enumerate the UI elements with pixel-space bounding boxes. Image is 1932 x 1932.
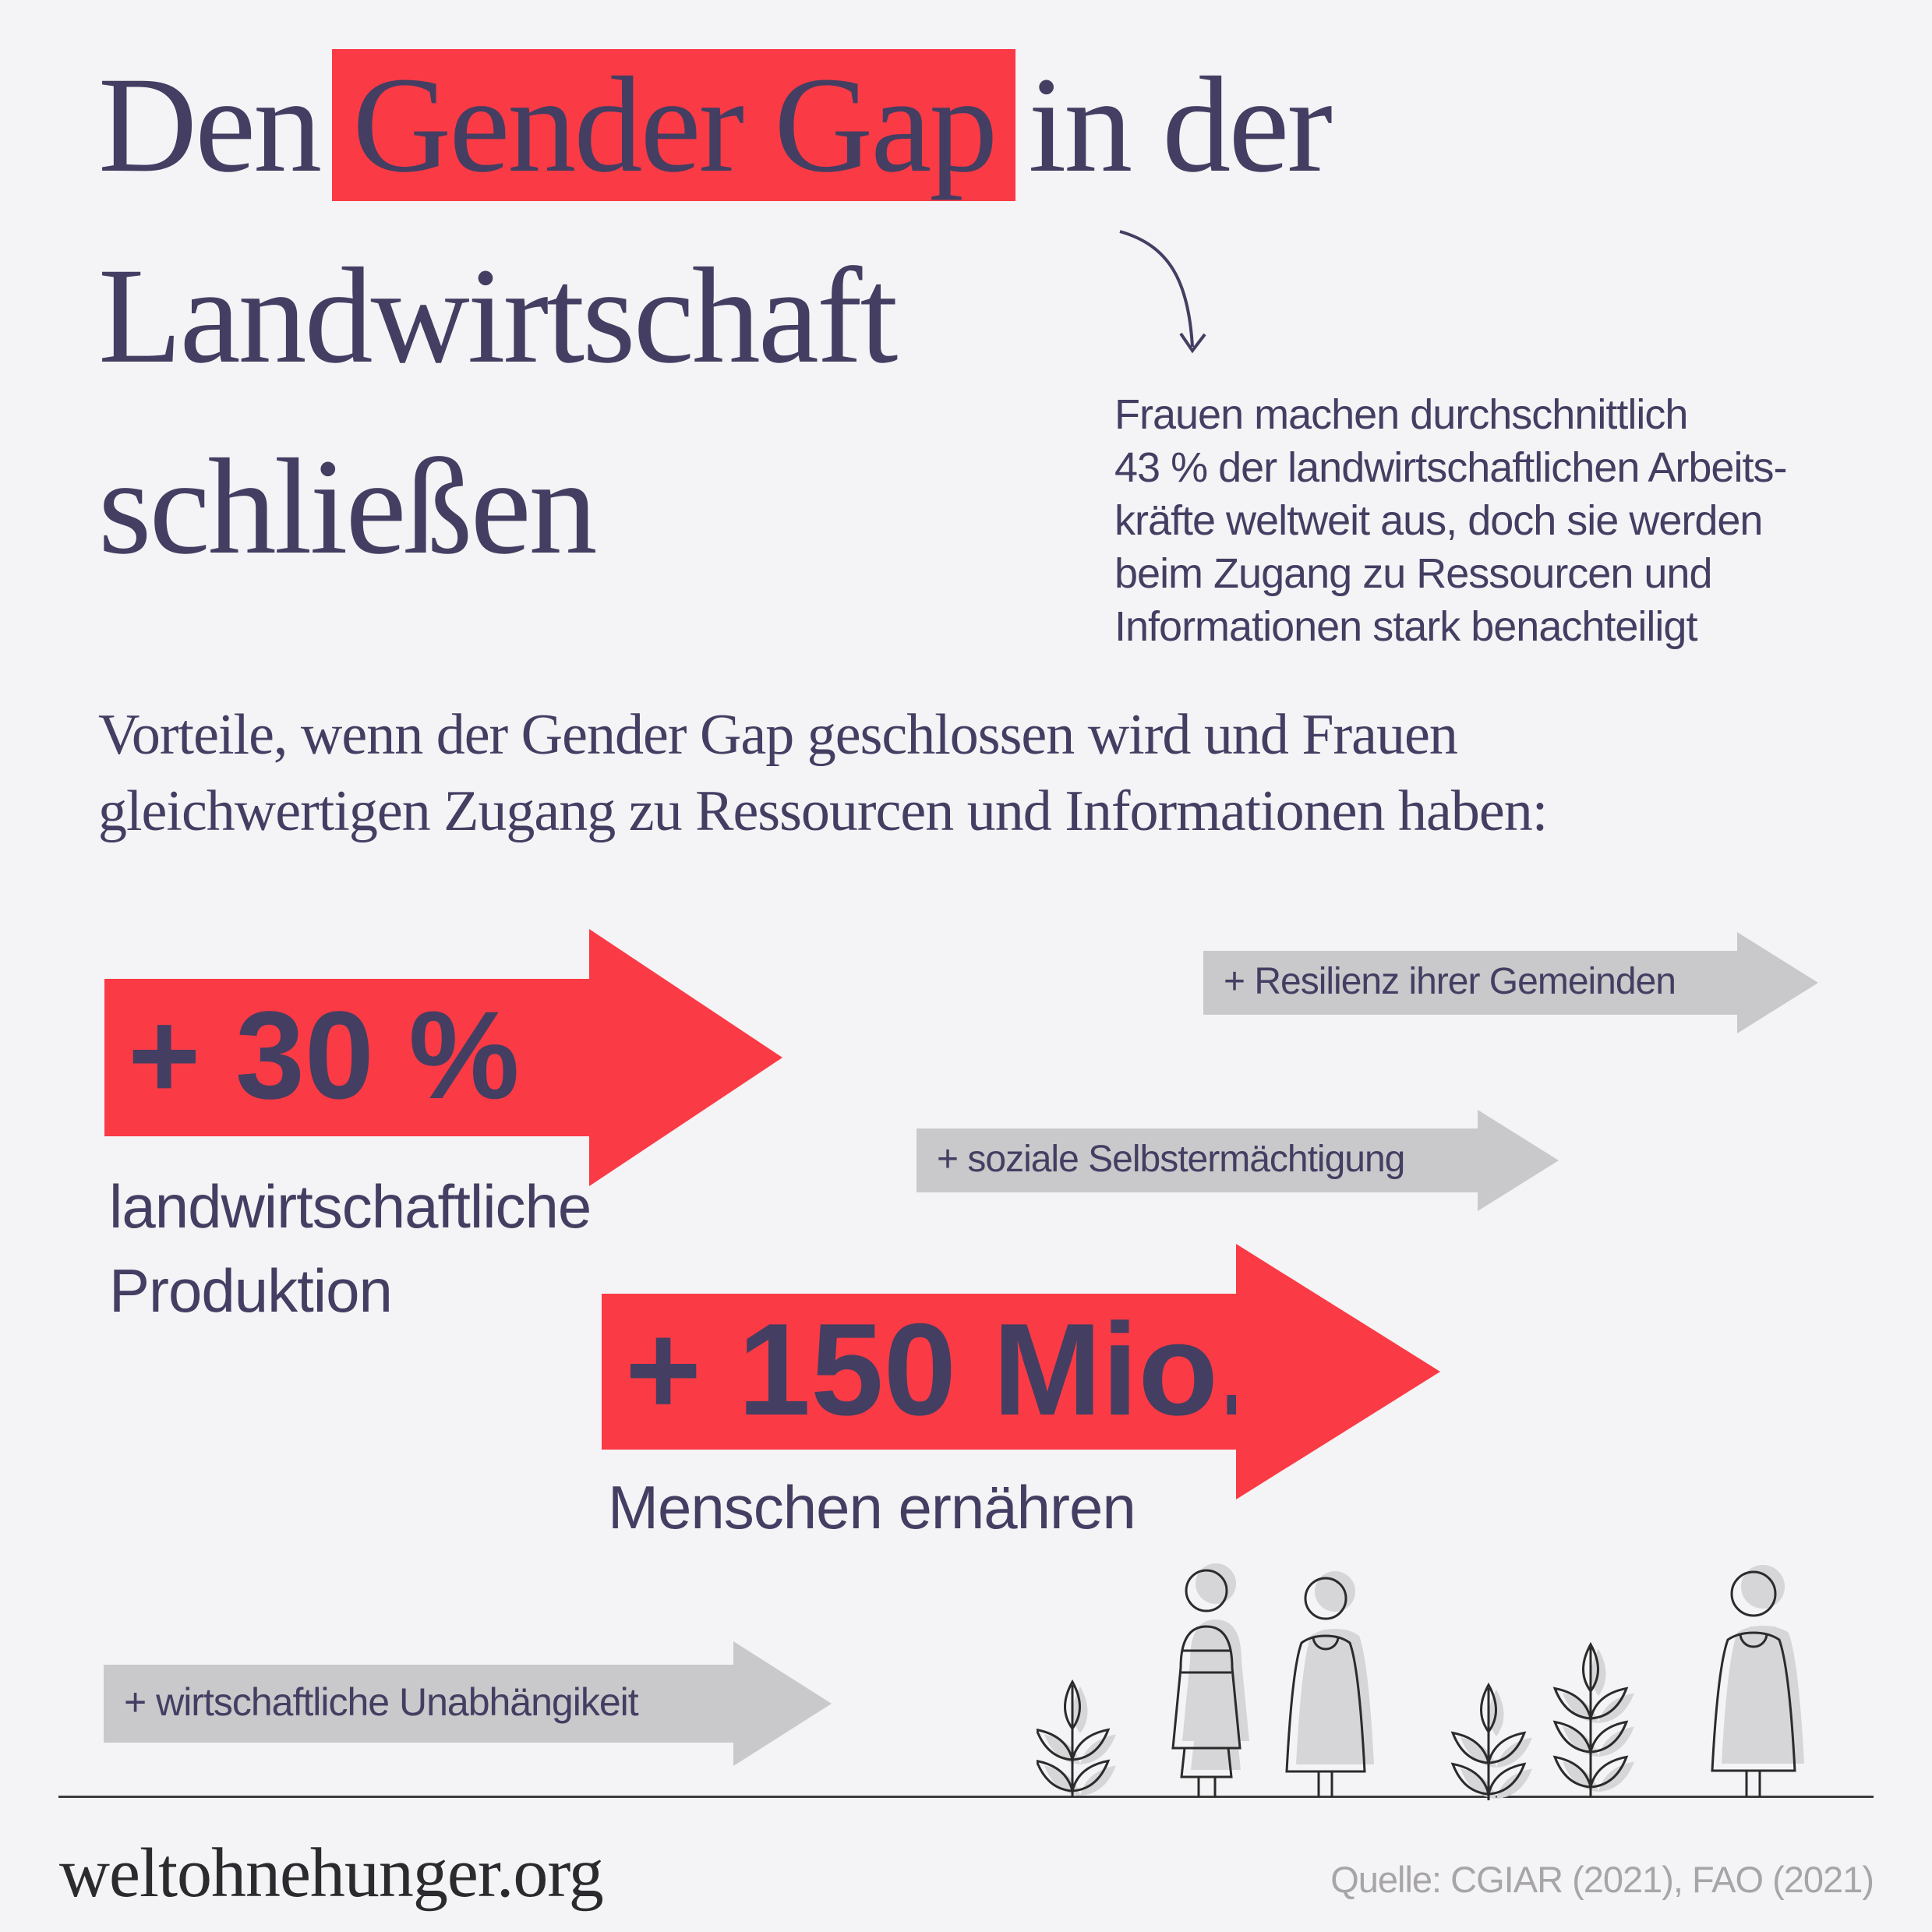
curved-arrow-shaft [1119,230,1194,348]
title-highlight: Gender Gap [332,49,1016,201]
woman-plain-dress-icon [1285,1571,1374,1799]
production-label-line-2: Produktion [109,1256,393,1325]
title-post: in der [1028,49,1333,201]
red-arrow-production-head [589,929,782,1186]
red-arrow-feed: + 150 Mio. [602,1294,1255,1450]
empowerment-label: + soziale Selbstermächtigung [937,1138,1405,1180]
annotation-line: Frauen machen durchschnittlich [1114,391,1688,438]
woman-plain-dress-large-icon [1711,1565,1804,1799]
title-line-3: schließen [98,431,598,583]
annotation-block: Frauen machen durchschnittlich 43 % der … [1114,388,1787,653]
gray-arrow-empowerment: + soziale Selbstermächtigung [917,1128,1478,1192]
feed-value: + 150 Mio. [625,1295,1255,1443]
subtitle-line-2: gleichwertigen Zugang zu Ressourcen und … [98,779,1548,843]
curved-arrow-tip [1179,332,1206,354]
title-line-1: Den Gender Gap in der [98,30,1333,221]
red-arrow-feed-head [1236,1244,1440,1499]
ground-divider-line [58,1796,1874,1798]
red-arrow-production: + 30 % [104,979,589,1136]
production-label-line-1: landwirtschaftliche [109,1172,592,1241]
title-pre: Den [98,49,322,201]
subtitle: Vorteile, wenn der Gender Gap geschlosse… [98,697,1548,849]
production-label: landwirtschaftliche Produktion [109,1164,592,1333]
annotation-line: Informationen stark benachteiligt [1114,603,1697,650]
gray-arrow-empowerment-head [1478,1110,1559,1211]
subtitle-line-1: Vorteile, wenn der Gender Gap geschlosse… [98,703,1458,767]
independence-label: + wirtschaftliche Unabhängikeit [124,1680,639,1724]
gray-arrow-independence-head [733,1641,832,1766]
woman-striped-dress-icon [1171,1563,1249,1799]
wheat-plant-medium-icon [1448,1685,1537,1805]
annotation-line: kräfte weltweit aus, doch sie werden [1114,497,1763,544]
resilience-label: + Resilienz ihrer Gemeinden [1224,960,1676,1002]
gray-arrow-independence: + wirtschaftliche Unabhängikeit [104,1665,733,1743]
wheat-plant-small-icon [1037,1682,1121,1802]
feed-label: Menschen ernähren [608,1473,1136,1542]
production-value: + 30 % [128,985,520,1125]
women-and-crops-illustration [1037,1563,1804,1808]
gray-arrow-resilience-head [1737,932,1818,1033]
page-title: Den Gender Gap in der Landwirtschaft schli… [98,30,1333,602]
site-url: weltohnehunger.org [59,1835,604,1912]
gray-arrow-resilience: + Resilienz ihrer Gemeinden [1203,951,1737,1015]
annotation-line: beim Zugang zu Ressourcen und [1114,550,1712,597]
curved-arrow-icon [1119,230,1206,354]
title-line-2: Landwirtschaft [98,240,898,392]
source-credit: Quelle: CGIAR (2021), FAO (2021) [1330,1859,1874,1900]
annotation-line: 43 % der landwirtschaftlichen Arbeits- [1114,444,1787,491]
wheat-plant-tall-icon [1550,1644,1639,1802]
